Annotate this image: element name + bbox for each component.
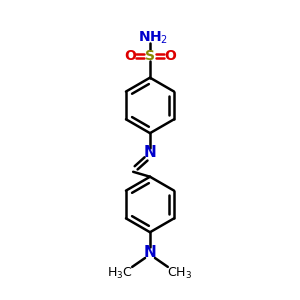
Text: O: O (124, 49, 136, 63)
Text: S: S (145, 49, 155, 63)
Text: CH$_3$: CH$_3$ (167, 266, 192, 281)
Text: H$_3$C: H$_3$C (107, 266, 133, 281)
Text: O: O (164, 49, 176, 63)
Text: N: N (144, 146, 156, 160)
Text: N: N (144, 244, 156, 260)
Text: NH$_2$: NH$_2$ (138, 30, 168, 46)
